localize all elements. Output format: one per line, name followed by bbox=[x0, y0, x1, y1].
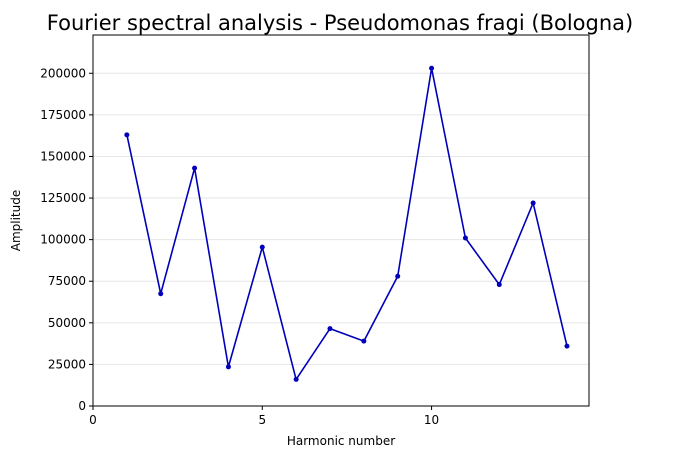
y-tick-label: 75000 bbox=[48, 274, 86, 288]
data-point bbox=[462, 235, 468, 241]
grid-lines bbox=[93, 72, 589, 365]
data-point bbox=[225, 364, 231, 370]
data-point bbox=[361, 338, 367, 344]
chart-title: Fourier spectral analysis - Pseudomonas … bbox=[47, 11, 633, 35]
data-point bbox=[192, 165, 198, 171]
y-tick-label: 175000 bbox=[40, 108, 86, 122]
y-tick-label: 200000 bbox=[40, 66, 86, 80]
y-tick-label: 100000 bbox=[40, 233, 86, 247]
data-point bbox=[496, 282, 502, 288]
y-tick-label: 125000 bbox=[40, 191, 86, 205]
x-axis: 0 5 10 bbox=[89, 406, 439, 427]
data-point bbox=[124, 132, 130, 138]
data-point bbox=[293, 376, 299, 382]
data-point bbox=[259, 244, 265, 250]
data-point bbox=[530, 200, 536, 206]
y-axis: 0 25000 50000 75000 100000 125000 150000 175000… bbox=[40, 66, 93, 413]
series-layer bbox=[124, 65, 570, 382]
x-tick-label: 0 bbox=[89, 413, 97, 427]
data-point bbox=[429, 65, 435, 71]
y-axis-label: Amplitude bbox=[9, 190, 23, 252]
data-point bbox=[327, 326, 333, 332]
y-tick-label: 50000 bbox=[48, 316, 86, 330]
data-point bbox=[158, 291, 164, 297]
y-tick-label: 0 bbox=[78, 399, 86, 413]
data-point bbox=[395, 273, 401, 279]
x-tick-label: 5 bbox=[258, 413, 266, 427]
plot-area bbox=[92, 34, 590, 407]
x-tick-label: 10 bbox=[424, 413, 439, 427]
y-tick-label: 25000 bbox=[48, 357, 86, 371]
series-line bbox=[126, 67, 568, 381]
x-axis-label: Harmonic number bbox=[287, 434, 395, 448]
y-tick-label: 150000 bbox=[40, 149, 86, 163]
data-point bbox=[564, 343, 570, 349]
